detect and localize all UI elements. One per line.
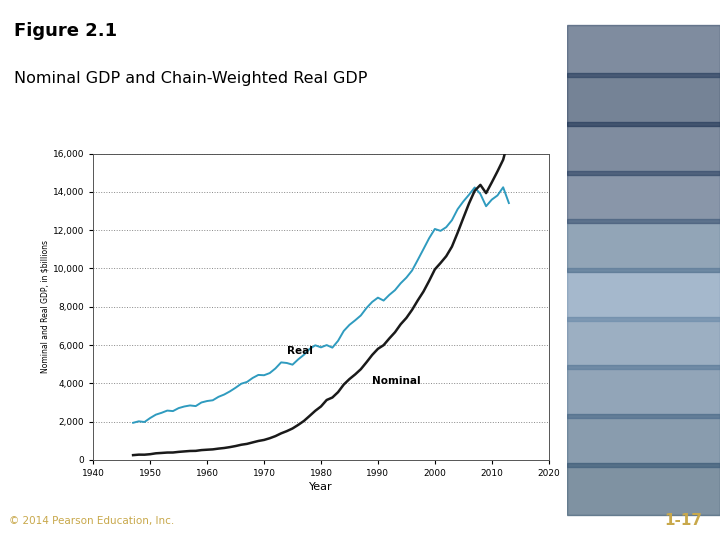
Bar xyxy=(567,317,720,369)
Bar xyxy=(567,171,720,223)
Bar xyxy=(567,24,720,77)
Bar xyxy=(567,414,720,467)
Bar xyxy=(567,219,720,272)
Text: Real: Real xyxy=(287,346,312,356)
Bar xyxy=(567,268,720,321)
Bar xyxy=(567,73,720,126)
Text: Nominal: Nominal xyxy=(372,376,421,386)
Text: © 2014 Pearson Education, Inc.: © 2014 Pearson Education, Inc. xyxy=(9,516,174,525)
Text: 1-17: 1-17 xyxy=(664,513,702,528)
X-axis label: Year: Year xyxy=(309,482,333,492)
Y-axis label: Nominal and Real GDP, in $billions: Nominal and Real GDP, in $billions xyxy=(41,240,50,373)
Text: Nominal GDP and Chain-Weighted Real GDP: Nominal GDP and Chain-Weighted Real GDP xyxy=(14,71,367,86)
Bar xyxy=(567,366,720,418)
Bar xyxy=(567,122,720,174)
Bar xyxy=(567,463,720,516)
Text: Figure 2.1: Figure 2.1 xyxy=(14,22,117,40)
